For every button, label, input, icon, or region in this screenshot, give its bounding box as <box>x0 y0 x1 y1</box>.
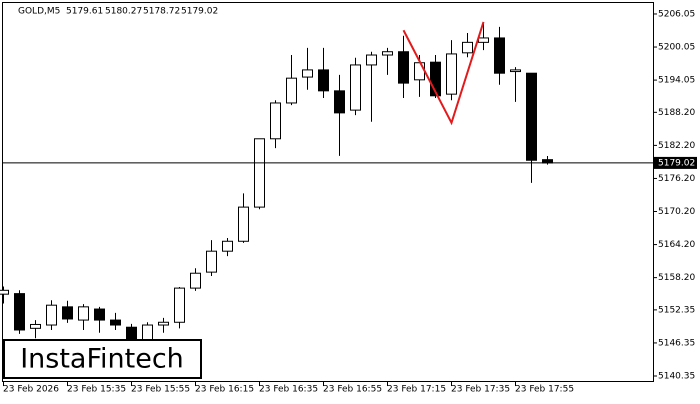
candle-body <box>526 72 537 161</box>
candle-body <box>462 41 473 54</box>
candle-body <box>446 53 457 95</box>
x-tick-label: 23 Feb 15:55 <box>131 385 190 395</box>
candle-body <box>366 54 377 66</box>
x-tick-label: 23 Feb 17:35 <box>451 385 510 395</box>
y-tick-label: 5164.20 <box>658 240 695 250</box>
x-tick-label: 23 Feb 16:15 <box>195 385 254 395</box>
candle-body <box>302 69 313 78</box>
ohlc-high: 5180.27 <box>105 7 142 17</box>
candle-body <box>414 62 425 81</box>
candle-body <box>222 240 233 252</box>
candle-body <box>350 64 361 111</box>
y-tick-label: 5188.20 <box>658 108 695 118</box>
ohlc-low: 5178.72 <box>143 7 180 17</box>
candle-body <box>206 250 217 273</box>
logo: InstaFintech <box>20 344 184 375</box>
candle-body <box>14 293 25 331</box>
chart-title: GOLD,M5 <box>18 7 60 17</box>
y-tick-label: 5152.35 <box>658 305 695 315</box>
ohlc-open: 5179.61 <box>66 7 103 17</box>
candle-body <box>334 90 345 114</box>
candle-body <box>78 306 89 321</box>
price-label-box <box>653 156 697 169</box>
candle-body <box>142 324 153 341</box>
x-tick-label: 23 Feb 17:55 <box>515 385 574 395</box>
pattern-line <box>402 21 485 126</box>
candle-body <box>94 308 105 321</box>
candle-body <box>30 323 41 329</box>
candle-body <box>254 138 265 208</box>
x-tick-label: 23 Feb 2026 <box>3 385 59 395</box>
y-tick-label: 5170.20 <box>658 207 695 217</box>
y-tick-label: 5140.35 <box>658 371 695 381</box>
candle-body <box>398 51 409 84</box>
candle-body <box>62 306 73 320</box>
candle-body <box>382 51 393 56</box>
candle-body <box>270 102 281 140</box>
candle-body <box>238 206 249 242</box>
candle-body <box>190 272 201 289</box>
x-tick-label: 23 Feb 16:35 <box>259 385 318 395</box>
y-tick-label: 5146.35 <box>658 338 695 348</box>
candle-body <box>430 61 441 97</box>
x-tick-label: 23 Feb 17:15 <box>387 385 446 395</box>
logo-box <box>3 339 202 379</box>
candle-body <box>318 69 329 92</box>
plot-frame <box>2 2 654 382</box>
candle-body <box>110 319 121 326</box>
candle-body <box>494 37 505 74</box>
candle-body <box>0 289 9 295</box>
candle-body <box>158 321 169 326</box>
y-tick-label: 5158.20 <box>658 273 695 283</box>
candle-body <box>478 37 489 43</box>
candle-body <box>174 287 185 323</box>
ohlc-close: 5179.02 <box>181 7 218 17</box>
y-tick-label: 5182.20 <box>658 141 695 151</box>
y-tick-label: 5194.05 <box>658 76 695 86</box>
y-tick-label: 5200.05 <box>658 43 695 53</box>
price-label: 5179.02 <box>658 158 695 168</box>
candle-body <box>286 77 297 104</box>
x-tick-label: 23 Feb 15:35 <box>67 385 126 395</box>
y-tick-label: 5176.20 <box>658 174 695 184</box>
x-tick-label: 23 Feb 16:55 <box>323 385 382 395</box>
candle-body <box>510 69 521 73</box>
y-tick-label: 5206.05 <box>658 9 695 19</box>
candle-body <box>46 304 57 326</box>
